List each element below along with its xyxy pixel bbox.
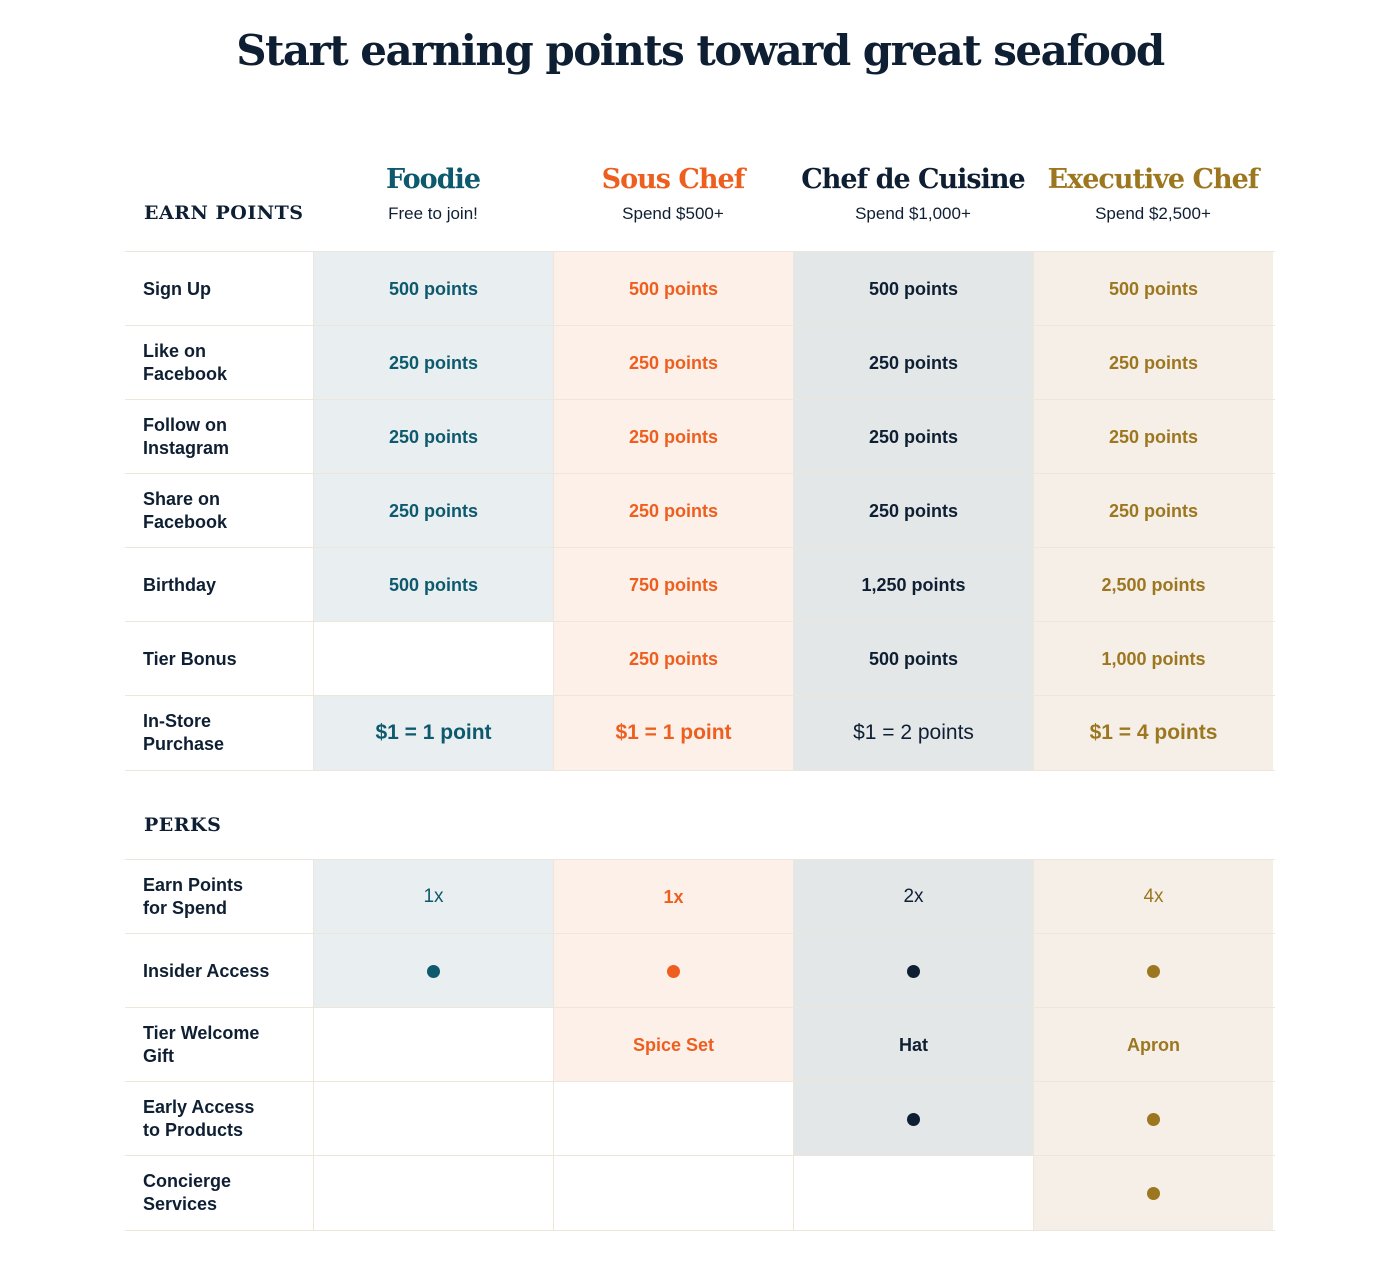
tier-name-chef-de-cuisine: Chef de Cuisine: [801, 164, 1025, 195]
cell-foodie: 500 points: [313, 252, 553, 326]
dot-icon: [667, 964, 680, 978]
cell-foodie: [313, 1008, 553, 1082]
cell-foodie: [313, 1082, 553, 1156]
row-label: In-Store Purchase: [143, 711, 225, 754]
cell-chef-de-cuisine: 500 points: [793, 622, 1033, 696]
cell-executive-chef: $1 = 4 points: [1033, 696, 1273, 770]
dot-icon: [1147, 1186, 1160, 1200]
earn-points-heading: EARN POINTS: [144, 202, 304, 224]
cell-chef-de-cuisine: 250 points: [793, 474, 1033, 548]
cell-foodie: 250 points: [313, 474, 553, 548]
cell-foodie: 1x: [313, 860, 553, 934]
table-row: Follow on Instagram 250 points 250 point…: [125, 399, 1275, 474]
cell-executive-chef: 500 points: [1033, 252, 1273, 326]
row-label: Follow on Instagram: [143, 415, 230, 458]
tier-header-chef-de-cuisine: Chef de Cuisine Spend $1,000+: [793, 162, 1033, 224]
row-label: Earn Points for Spend: [143, 875, 244, 918]
cell-executive-chef: [1033, 1156, 1273, 1230]
dot-icon: [907, 964, 920, 978]
cell-sous-chef: $1 = 1 point: [553, 696, 793, 770]
table-row: Sign Up 500 points 500 points 500 points…: [125, 251, 1275, 326]
table-row: Birthday 500 points 750 points 1,250 poi…: [125, 547, 1275, 622]
row-label: Tier Bonus: [143, 648, 237, 669]
cell-sous-chef: 750 points: [553, 548, 793, 622]
cell-executive-chef: 250 points: [1033, 474, 1273, 548]
cell-sous-chef: 1x: [553, 860, 793, 934]
cell-chef-de-cuisine: 500 points: [793, 252, 1033, 326]
page-title: Start earning points toward great seafoo…: [236, 26, 1165, 75]
cell-foodie: 250 points: [313, 400, 553, 474]
row-label: Sign Up: [143, 278, 211, 299]
cell-sous-chef: 250 points: [553, 474, 793, 548]
cell-sous-chef: Spice Set: [553, 1008, 793, 1082]
cell-sous-chef: [553, 1082, 793, 1156]
row-label: Concierge Services: [143, 1171, 232, 1214]
cell-executive-chef: 250 points: [1033, 400, 1273, 474]
cell-foodie: 250 points: [313, 326, 553, 400]
cell-chef-de-cuisine: Hat: [793, 1008, 1033, 1082]
cell-chef-de-cuisine: 2x: [793, 860, 1033, 934]
row-label: Early Access to Products: [143, 1097, 255, 1140]
row-label: Insider Access: [143, 960, 270, 981]
cell-executive-chef: 250 points: [1033, 326, 1273, 400]
cell-foodie: [313, 622, 553, 696]
table-row: Like on Facebook 250 points 250 points 2…: [125, 325, 1275, 400]
cell-chef-de-cuisine: [793, 1156, 1033, 1230]
tier-header-sous-chef: Sous Chef Spend $500+: [553, 162, 793, 224]
cell-chef-de-cuisine: [793, 1082, 1033, 1156]
table-row: Tier Welcome Gift Spice Set Hat Apron: [125, 1007, 1275, 1082]
cell-executive-chef: 1,000 points: [1033, 622, 1273, 696]
dot-icon: [907, 1112, 920, 1126]
tier-header-executive-chef: Executive Chef Spend $2,500+: [1033, 162, 1273, 224]
row-label: Like on Facebook: [143, 341, 228, 384]
dot-icon: [427, 964, 440, 978]
tier-name-sous-chef: Sous Chef: [601, 164, 746, 195]
dot-icon: [1147, 1112, 1160, 1126]
cell-sous-chef: 250 points: [553, 622, 793, 696]
cell-executive-chef: [1033, 934, 1273, 1008]
cell-chef-de-cuisine: 1,250 points: [793, 548, 1033, 622]
cell-chef-de-cuisine: [793, 934, 1033, 1008]
cell-sous-chef: [553, 934, 793, 1008]
table-row: Tier Bonus 250 points 500 points 1,000 p…: [125, 621, 1275, 696]
table-row: Concierge Services: [125, 1155, 1275, 1231]
cell-chef-de-cuisine: 250 points: [793, 326, 1033, 400]
cell-executive-chef: 4x: [1033, 860, 1273, 934]
cell-chef-de-cuisine: $1 = 2 points: [793, 696, 1033, 770]
row-label: Birthday: [143, 574, 217, 595]
cell-foodie: 500 points: [313, 548, 553, 622]
cell-foodie: [313, 934, 553, 1008]
tier-header-foodie: Foodie Free to join!: [313, 162, 553, 224]
cell-sous-chef: 250 points: [553, 400, 793, 474]
table-row: Share on Facebook 250 points 250 points …: [125, 473, 1275, 548]
table-row: Insider Access: [125, 933, 1275, 1008]
tier-spend-chef-de-cuisine: Spend $1,000+: [855, 204, 971, 223]
tier-name-executive-chef: Executive Chef: [1047, 164, 1260, 195]
cell-sous-chef: 250 points: [553, 326, 793, 400]
cell-foodie: $1 = 1 point: [313, 696, 553, 770]
table-row: In-Store Purchase $1 = 1 point $1 = 1 po…: [125, 695, 1275, 771]
cell-chef-de-cuisine: 250 points: [793, 400, 1033, 474]
table-row: Earn Points for Spend 1x 1x 2x 4x: [125, 859, 1275, 934]
cell-executive-chef: 2,500 points: [1033, 548, 1273, 622]
dot-icon: [1147, 964, 1160, 978]
tier-spend-foodie: Free to join!: [388, 204, 478, 223]
perks-heading: PERKS: [144, 814, 222, 836]
cell-sous-chef: [553, 1156, 793, 1230]
tier-spend-sous-chef: Spend $500+: [622, 204, 724, 223]
cell-sous-chef: 500 points: [553, 252, 793, 326]
cell-foodie: [313, 1156, 553, 1230]
row-label: Share on Facebook: [143, 489, 228, 532]
tier-name-foodie: Foodie: [385, 164, 481, 195]
cell-executive-chef: [1033, 1082, 1273, 1156]
table-row: Early Access to Products: [125, 1081, 1275, 1156]
cell-executive-chef: Apron: [1033, 1008, 1273, 1082]
row-label: Tier Welcome Gift: [143, 1023, 260, 1066]
tier-spend-executive-chef: Spend $2,500+: [1095, 204, 1211, 223]
